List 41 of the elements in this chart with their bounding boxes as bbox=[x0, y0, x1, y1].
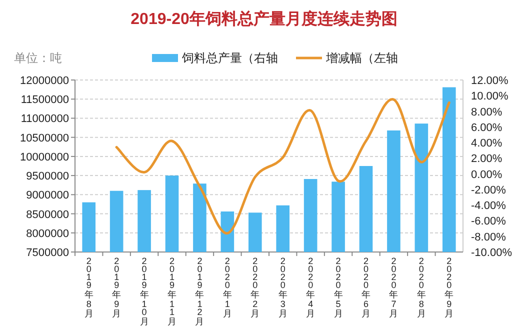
y2-tick-label: -2.00% bbox=[471, 184, 506, 196]
y-tick-label: 10500000 bbox=[20, 132, 69, 144]
y-tick-label: 7500000 bbox=[26, 247, 69, 259]
y2-tick-label: 6.00% bbox=[471, 122, 502, 134]
y-tick-label: 12000000 bbox=[20, 75, 69, 87]
y-tick-label: 9000000 bbox=[26, 190, 69, 202]
x-tick-label: 2020年9月 bbox=[444, 256, 454, 318]
x-tick-label: 2020年3月 bbox=[278, 256, 288, 318]
y-tick-label: 8500000 bbox=[26, 208, 69, 221]
y2-tick-label: 8.00% bbox=[471, 106, 502, 118]
y-tick-label: 8000000 bbox=[26, 228, 69, 240]
x-tick-label: 2020年1月 bbox=[222, 256, 232, 318]
y-axis-title: 单位：吨 bbox=[14, 51, 62, 65]
line-series bbox=[115, 98, 450, 234]
x-tick-label: 2020年2月 bbox=[250, 256, 260, 318]
x-tick-label: 2020年8月 bbox=[416, 256, 426, 318]
x-tick-label: 2019年10月 bbox=[140, 256, 149, 326]
y-tick-label: 11500000 bbox=[20, 94, 69, 106]
y-tick-label: 10000000 bbox=[20, 151, 69, 164]
y2-tick-label: 12.00% bbox=[471, 75, 509, 87]
x-tick-label: 2020年6月 bbox=[362, 256, 370, 318]
x-tick-label: 2019年11月 bbox=[168, 256, 176, 326]
y-tick-label: 11000000 bbox=[20, 113, 69, 126]
y2-tick-label: 10.00% bbox=[471, 90, 509, 103]
legend-label: 增减幅（左轴 bbox=[325, 51, 398, 65]
x-tick-label: 2020年5月 bbox=[334, 256, 343, 318]
y2-tick-label: 2.00% bbox=[471, 153, 502, 166]
y-tick-label: 9500000 bbox=[26, 170, 69, 183]
legend-label: 饲料总产量（右轴 bbox=[181, 51, 278, 65]
y2-tick-label: -10.00% bbox=[471, 247, 512, 259]
y2-tick-label: -8.00% bbox=[471, 231, 506, 244]
y2-tick-label: 4.00% bbox=[471, 138, 502, 150]
y2-tick-label: 0.00% bbox=[471, 168, 502, 181]
y2-tick-label: -6.00% bbox=[471, 216, 506, 228]
x-tick-label: 2019年8月 bbox=[84, 256, 94, 318]
x-tick-label: 2019年12月 bbox=[195, 256, 204, 326]
x-tick-label: 2020年4月 bbox=[306, 256, 316, 318]
chart-title: 2019-20年饲料总产量月度连续走势图 bbox=[130, 9, 398, 28]
x-tick-label: 2020年7月 bbox=[389, 256, 398, 318]
x-tick-label: 2019年9月 bbox=[112, 256, 122, 318]
y2-tick-label: -4.00% bbox=[471, 200, 506, 212]
